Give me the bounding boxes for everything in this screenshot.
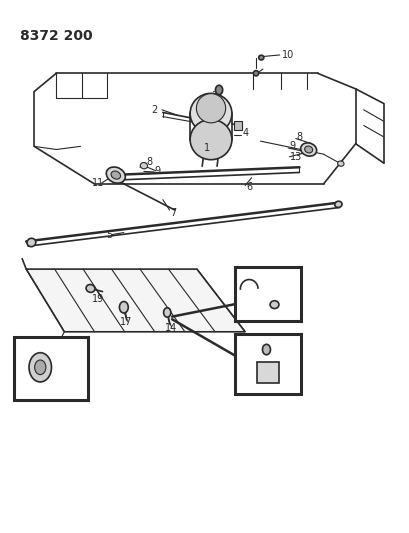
- Ellipse shape: [258, 55, 263, 60]
- Text: 3: 3: [211, 91, 217, 101]
- Ellipse shape: [140, 163, 147, 169]
- Text: 8: 8: [296, 132, 302, 142]
- Bar: [234, 334, 301, 394]
- Circle shape: [34, 360, 46, 375]
- Text: 7: 7: [170, 208, 176, 217]
- Polygon shape: [26, 269, 245, 332]
- Ellipse shape: [86, 285, 94, 293]
- Text: 11: 11: [92, 178, 104, 188]
- Text: 8: 8: [146, 157, 152, 167]
- Bar: [234, 122, 242, 130]
- Text: 14: 14: [164, 323, 177, 333]
- Ellipse shape: [337, 161, 343, 166]
- Circle shape: [262, 344, 270, 355]
- Ellipse shape: [253, 71, 258, 76]
- Text: 6: 6: [245, 182, 252, 192]
- Text: 18: 18: [32, 338, 44, 348]
- Text: 9: 9: [154, 166, 160, 176]
- Text: 19: 19: [270, 311, 282, 321]
- Text: 17: 17: [119, 317, 132, 327]
- Text: 5: 5: [106, 230, 112, 240]
- Bar: [234, 266, 301, 321]
- Ellipse shape: [300, 143, 316, 156]
- Text: 9: 9: [288, 141, 294, 151]
- Text: 15: 15: [271, 375, 283, 385]
- Circle shape: [215, 85, 222, 95]
- Text: 1: 1: [204, 143, 210, 153]
- Ellipse shape: [111, 171, 120, 179]
- Ellipse shape: [106, 167, 125, 183]
- Ellipse shape: [190, 119, 231, 160]
- Ellipse shape: [334, 201, 341, 207]
- Ellipse shape: [190, 93, 231, 134]
- Text: 13: 13: [290, 152, 302, 162]
- Circle shape: [163, 308, 171, 317]
- Text: 4: 4: [242, 128, 248, 138]
- Text: 8372 200: 8372 200: [20, 29, 92, 43]
- Ellipse shape: [27, 238, 36, 247]
- Bar: [256, 362, 279, 383]
- Circle shape: [119, 302, 128, 313]
- Text: 10: 10: [281, 50, 294, 60]
- Text: 16: 16: [271, 341, 283, 351]
- Circle shape: [29, 353, 52, 382]
- Text: 19: 19: [92, 294, 104, 304]
- Text: 2: 2: [151, 105, 157, 115]
- Ellipse shape: [196, 94, 225, 123]
- Text: 12: 12: [253, 268, 265, 278]
- Bar: [14, 337, 88, 400]
- Ellipse shape: [270, 301, 278, 309]
- Ellipse shape: [304, 146, 312, 153]
